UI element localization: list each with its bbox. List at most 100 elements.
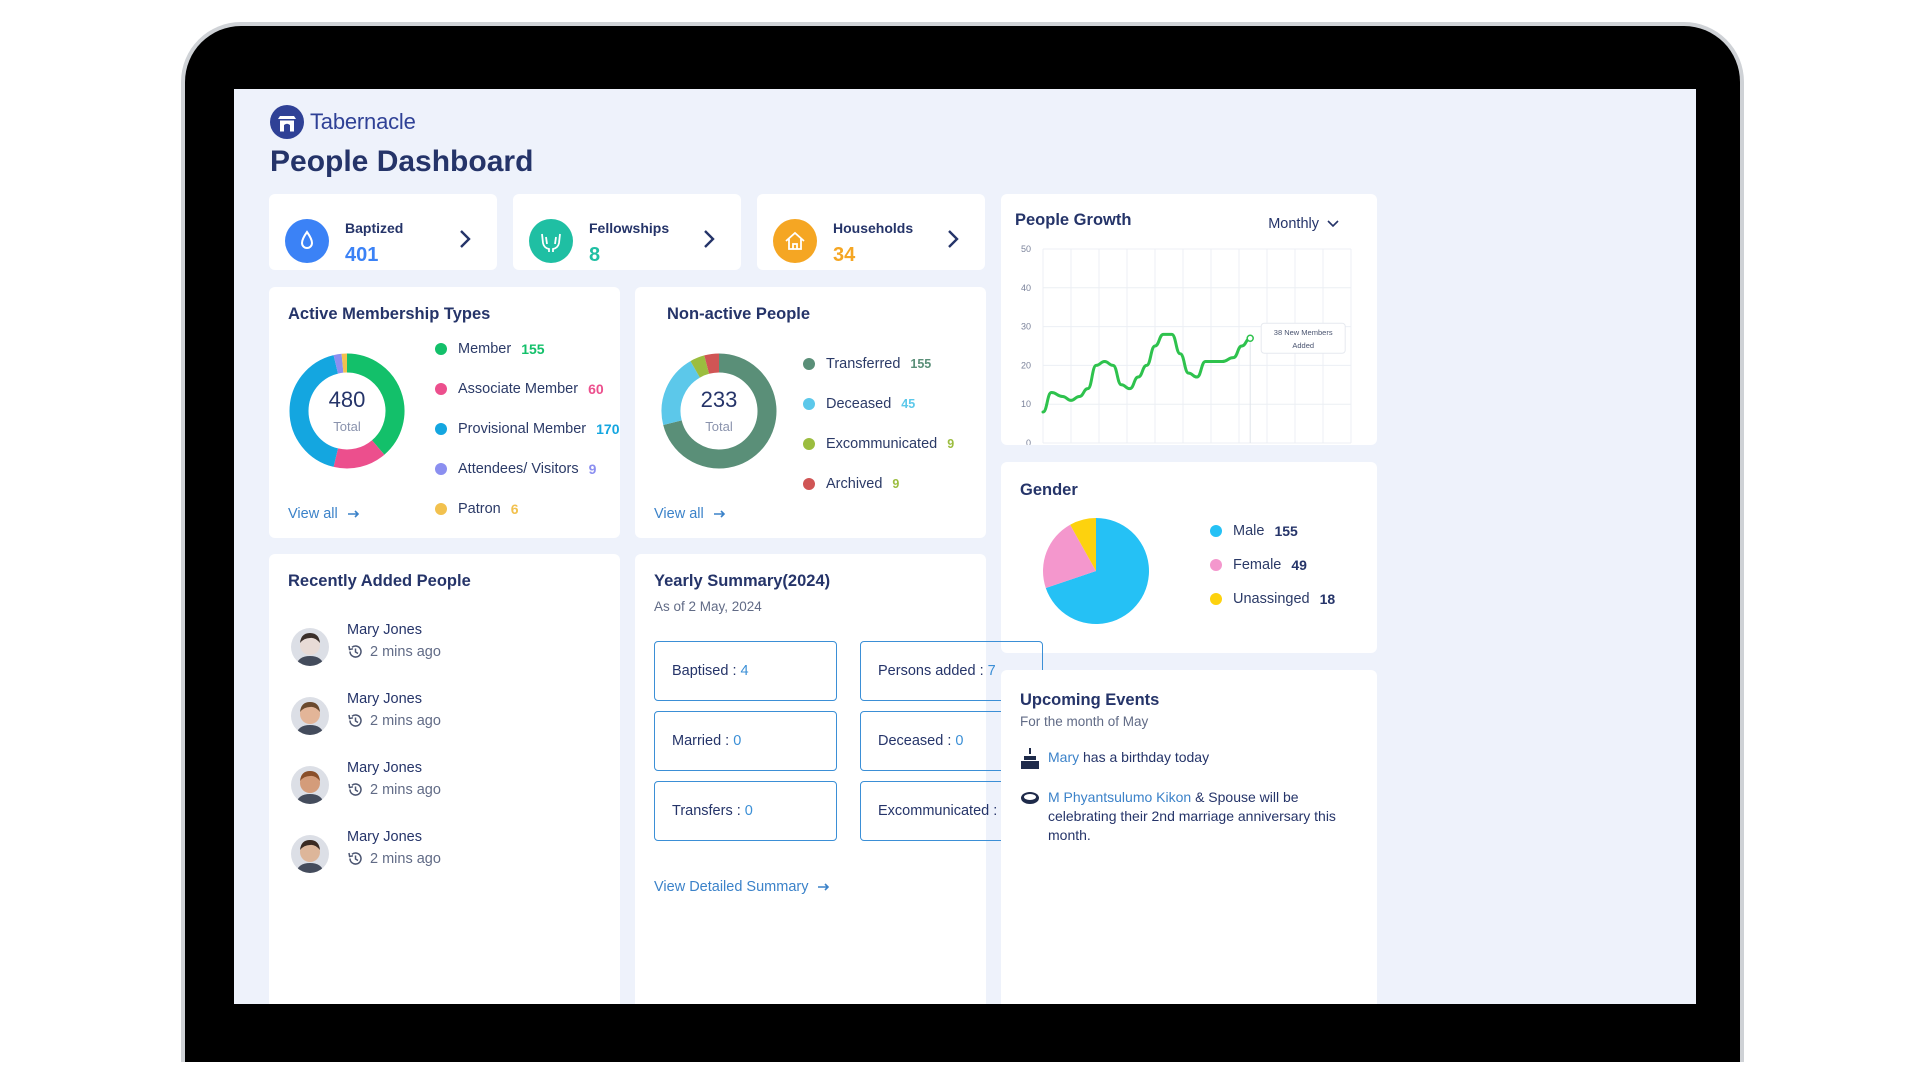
legend-label: Unassinged xyxy=(1233,591,1310,607)
history-icon xyxy=(348,783,362,796)
legend-label: Female xyxy=(1233,557,1282,573)
legend-value: 9 xyxy=(947,437,955,451)
view-detailed-summary-label: View Detailed Summary xyxy=(654,879,809,895)
gender-pie-chart xyxy=(1043,518,1149,624)
tooltip-box xyxy=(1260,322,1346,354)
home-icon xyxy=(773,219,817,263)
donut-total-label: Total xyxy=(333,419,361,434)
view-all-link[interactable]: View all xyxy=(288,506,360,522)
chevron-right-icon[interactable] xyxy=(459,229,471,249)
y-tick-label: 10 xyxy=(1021,399,1031,409)
person-row[interactable]: Mary Jones 2 mins ago xyxy=(291,691,441,741)
chevron-right-icon[interactable] xyxy=(947,229,959,249)
stat-card-households[interactable]: Households 34 xyxy=(757,194,985,270)
legend-value: 155 xyxy=(1274,523,1298,539)
avatar xyxy=(291,835,329,873)
legend-item: Associate Member 60 xyxy=(435,369,620,409)
data-point xyxy=(1246,334,1254,342)
person-row[interactable]: Mary Jones 2 mins ago xyxy=(291,760,441,810)
anniversary-text-3: month. xyxy=(1048,827,1091,843)
avatar xyxy=(291,628,329,666)
stat-value: 401 xyxy=(345,244,379,266)
legend-label: Transferred xyxy=(826,356,901,372)
membership-donut-chart xyxy=(289,353,405,469)
card-title: Gender xyxy=(1020,481,1078,499)
history-icon xyxy=(348,714,362,727)
anniversary-text-1: & Spouse will be xyxy=(1195,789,1299,805)
legend-value: 6 xyxy=(510,501,519,517)
y-tick-label: 30 xyxy=(1021,322,1031,332)
summary-label: Transfers : xyxy=(672,803,741,819)
legend-dot xyxy=(435,463,447,475)
person-time: 2 mins ago xyxy=(370,850,441,867)
pie-slice xyxy=(1070,518,1096,571)
person-name: Mary Jones xyxy=(347,691,422,707)
stat-card-fellowships[interactable]: Fellowships 8 xyxy=(513,194,741,270)
summary-box-transfers[interactable]: Transfers :0 xyxy=(654,781,837,841)
pie-slice xyxy=(1045,518,1149,624)
legend-label: Deceased xyxy=(826,396,892,412)
chevron-right-icon[interactable] xyxy=(703,229,715,249)
event-birthday: Mary has a birthday today xyxy=(1020,748,1209,770)
legend-item: Member 155 xyxy=(435,329,620,369)
legend-dot xyxy=(435,343,447,355)
view-detailed-summary-link[interactable]: View Detailed Summary xyxy=(654,879,830,895)
legend-label: Archived xyxy=(826,476,883,492)
legend-item: Provisional Member 170 xyxy=(435,409,620,449)
cake-icon xyxy=(1021,748,1039,769)
donut-total: 480 xyxy=(328,387,366,412)
legend-item: Unassinged 18 xyxy=(1210,582,1335,616)
summary-label: Married : xyxy=(672,733,730,749)
summary-label: Excommunicated : xyxy=(878,803,998,819)
donut-segment xyxy=(661,361,701,425)
legend-item: Archived 9 xyxy=(803,464,954,504)
gender-legend: Male 155 Female 49 Unassinged 18 xyxy=(1210,514,1335,616)
card-title: People Growth xyxy=(1015,211,1132,229)
events-subtitle: For the month of May xyxy=(1020,714,1149,729)
summary-value: 7 xyxy=(987,663,996,679)
legend-item: Transferred 155 xyxy=(803,344,954,384)
stat-card-baptized[interactable]: Baptized 401 xyxy=(269,194,497,270)
card-title: Yearly Summary(2024) xyxy=(654,572,831,590)
legend-dot xyxy=(803,438,815,450)
period-dropdown[interactable]: Monthly xyxy=(1268,216,1339,232)
tooltip-line-2: Added xyxy=(1292,341,1314,350)
arrow-right-icon xyxy=(818,883,830,891)
legend-dot xyxy=(435,503,447,515)
legend-label: Associate Member xyxy=(458,381,579,397)
nonactive-legend: Transferred 155 Deceased 45 Excommunicated… xyxy=(803,344,954,504)
birthday-person-link[interactable]: Mary xyxy=(1048,749,1080,765)
card-title: Active Membership Types xyxy=(288,305,491,323)
view-all-link[interactable]: View all xyxy=(654,506,726,522)
summary-value: 4 xyxy=(740,663,749,679)
anniversary-person-link[interactable]: M Phyantsulumo Kikon xyxy=(1048,789,1192,805)
dashboard-screen: Tabernacle People Dashboard Baptized 401… xyxy=(234,89,1696,1004)
legend-value: 9 xyxy=(588,461,597,477)
legend-item: Deceased 45 xyxy=(803,384,954,424)
card-title: Non-active People xyxy=(667,305,811,323)
person-row[interactable]: Mary Jones 2 mins ago xyxy=(291,622,441,672)
upcoming-events-card: Upcoming Events For the month of May Mar… xyxy=(1001,670,1377,1004)
stat-label: Fellowships xyxy=(589,220,670,236)
legend-dot xyxy=(435,423,447,435)
legend-value: 155 xyxy=(521,341,545,357)
period-dropdown-value: Monthly xyxy=(1268,216,1319,232)
history-icon xyxy=(348,645,362,658)
person-row[interactable]: Mary Jones 2 mins ago xyxy=(291,829,441,879)
legend-value: 9 xyxy=(892,477,900,491)
legend-value: 45 xyxy=(901,397,916,411)
stat-value: 8 xyxy=(589,244,601,266)
app-name: Tabernacle xyxy=(310,109,416,134)
stat-label: Baptized xyxy=(345,220,404,236)
donut-segment xyxy=(333,439,385,469)
summary-box-baptised[interactable]: Baptised :4 xyxy=(654,641,837,701)
gender-card: Gender Male 155 Female 49 Unassinged 18 xyxy=(1001,462,1377,653)
person-time: 2 mins ago xyxy=(370,712,441,729)
summary-subtitle: As of 2 May, 2024 xyxy=(654,599,762,614)
donut-segment xyxy=(690,355,710,378)
summary-box-married[interactable]: Married :0 xyxy=(654,711,837,771)
app-logo[interactable]: Tabernacle xyxy=(270,105,416,139)
legend-label: Patron xyxy=(458,501,501,517)
summary-value: 0 xyxy=(733,733,742,749)
legend-item: Patron 6 xyxy=(435,489,620,529)
